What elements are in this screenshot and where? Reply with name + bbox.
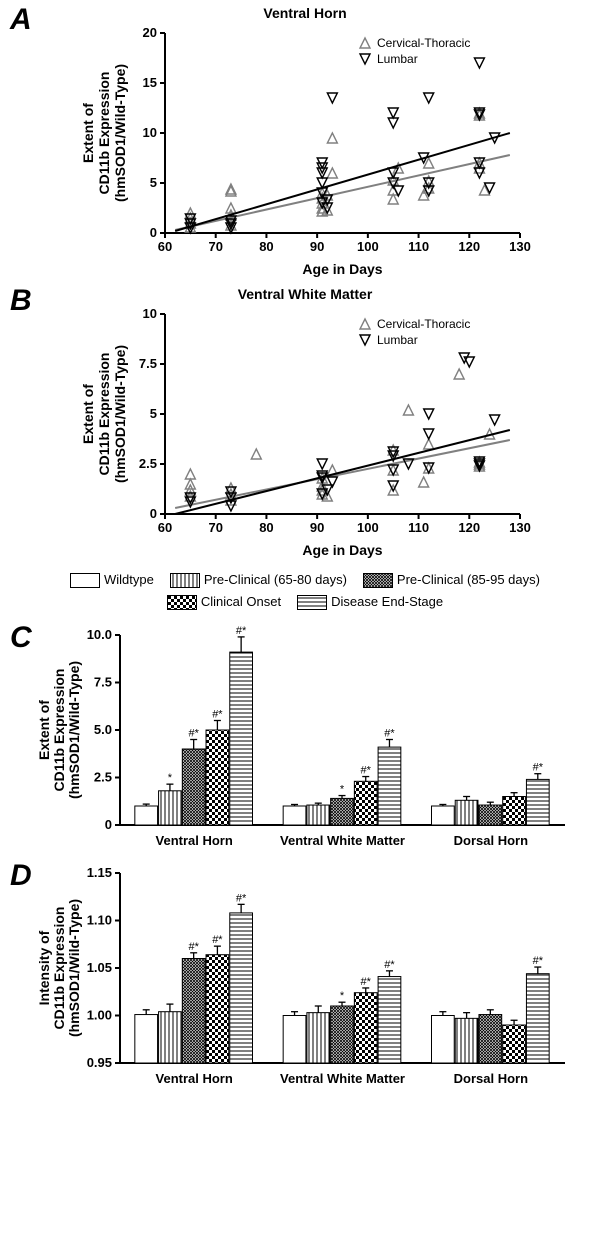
panel-d-chart: 0.95 1.00 1.05 1.10 1.15 Intensity ofCD11b Ex… (35, 861, 575, 1091)
panel-d: D 0.95 1.00 1.05 1.10 1.15 Intensity ofCD11b … (5, 861, 600, 1091)
legend-item: Pre-Clinical (85-95 days) (363, 572, 540, 588)
svg-text:1.00: 1.00 (87, 1008, 112, 1023)
legend-item: Disease End-Stage (297, 594, 443, 610)
svg-text:2.5: 2.5 (139, 456, 157, 471)
svg-text:0.95: 0.95 (87, 1055, 112, 1070)
svg-text:20: 20 (143, 25, 157, 40)
svg-text:7.5: 7.5 (94, 675, 112, 690)
svg-text:(hmSOD1/Wild-Type): (hmSOD1/Wild-Type) (112, 345, 128, 483)
svg-text:Cervical-Thoracic: Cervical-Thoracic (377, 36, 470, 50)
panel-c: C 0 2.5 5.0 7.5 10.0 Extent ofCD11b Expressio… (5, 623, 600, 853)
panel-a-chart: 60 70 80 90 100 110 120 130 0 5 10 15 20 Age in Days E… (75, 23, 535, 278)
svg-text:Extent of: Extent of (36, 700, 52, 760)
panel-b-chart: 60 70 80 90 100 110 120 130 0 2.5 5 7.5 10 Age in Day… (75, 304, 535, 559)
svg-text:(hmSOD1/Wild-Type): (hmSOD1/Wild-Type) (66, 661, 82, 799)
svg-text:Age in Days: Age in Days (302, 261, 382, 277)
svg-text:70: 70 (208, 239, 222, 254)
svg-text:80: 80 (259, 520, 273, 535)
svg-text:Ventral Horn: Ventral Horn (156, 833, 233, 848)
svg-text:#*: #* (188, 941, 199, 953)
svg-text:CD11b Expression: CD11b Expression (51, 669, 67, 792)
svg-text:Extent of: Extent of (80, 103, 96, 163)
svg-text:1.15: 1.15 (87, 865, 112, 880)
svg-text:Lumbar: Lumbar (377, 52, 418, 66)
svg-text:10: 10 (143, 125, 157, 140)
svg-text:10.0: 10.0 (87, 627, 112, 642)
panel-c-chart: 0 2.5 5.0 7.5 10.0 Extent ofCD11b Expression(… (35, 623, 575, 853)
svg-text:0: 0 (105, 817, 112, 832)
svg-text:CD11b Expression: CD11b Expression (96, 353, 112, 476)
svg-text:*: * (340, 990, 345, 1002)
svg-text:5: 5 (150, 175, 157, 190)
bar-legend: Wildtype Pre-Clinical (65-80 days) Pre-Cli… (5, 569, 600, 613)
panel-b-title: Ventral White Matter (5, 286, 600, 302)
svg-text:#*: #* (212, 934, 223, 946)
svg-text:60: 60 (158, 520, 172, 535)
svg-text:CD11b Expression: CD11b Expression (51, 907, 67, 1030)
legend-item: Wildtype (70, 572, 154, 588)
svg-text:Extent of: Extent of (80, 384, 96, 444)
svg-text:70: 70 (208, 520, 222, 535)
svg-text:1.10: 1.10 (87, 913, 112, 928)
svg-text:120: 120 (458, 239, 480, 254)
svg-text:110: 110 (408, 239, 429, 254)
svg-text:#*: #* (384, 959, 395, 971)
svg-text:90: 90 (310, 239, 324, 254)
svg-text:Cervical-Thoracic: Cervical-Thoracic (377, 317, 470, 331)
panel-b: B Ventral White Matter 60708090100110120… (5, 286, 600, 559)
svg-text:130: 130 (509, 239, 531, 254)
svg-text:#*: #* (361, 765, 372, 777)
panel-a: A Ventral Horn 60 70 80 90 100 110 120 130 0 5 10 1… (5, 5, 600, 278)
svg-text:#*: #* (188, 728, 199, 740)
svg-text:#*: #* (212, 709, 223, 721)
svg-text:0: 0 (150, 225, 157, 240)
svg-text:Dorsal Horn: Dorsal Horn (454, 833, 528, 848)
svg-text:#*: #* (384, 728, 395, 740)
panel-c-label: C (10, 621, 32, 655)
svg-text:5.0: 5.0 (94, 722, 112, 737)
svg-text:80: 80 (259, 239, 273, 254)
svg-text:5: 5 (150, 406, 157, 421)
svg-text:15: 15 (143, 75, 157, 90)
svg-text:(hmSOD1/Wild-Type): (hmSOD1/Wild-Type) (112, 64, 128, 202)
svg-text:*: * (168, 772, 173, 784)
svg-text:130: 130 (509, 520, 531, 535)
svg-text:0: 0 (150, 506, 157, 521)
svg-text:CD11b Expression: CD11b Expression (96, 72, 112, 195)
svg-text:90: 90 (310, 520, 324, 535)
panel-a-label: A (10, 3, 32, 37)
svg-text:#*: #* (533, 955, 544, 967)
svg-text:*: * (340, 784, 345, 796)
svg-text:Intensity of: Intensity of (36, 930, 52, 1005)
svg-text:Age in Days: Age in Days (302, 542, 382, 558)
svg-text:Ventral Horn: Ventral Horn (156, 1071, 233, 1086)
svg-text:#*: #* (533, 762, 544, 774)
svg-text:120: 120 (458, 520, 480, 535)
svg-text:110: 110 (408, 520, 429, 535)
svg-text:#*: #* (236, 625, 247, 637)
panel-b-label: B (10, 284, 32, 318)
svg-text:Dorsal Horn: Dorsal Horn (454, 1071, 528, 1086)
panel-d-label: D (10, 859, 32, 893)
svg-text:100: 100 (357, 520, 379, 535)
svg-text:Ventral White Matter: Ventral White Matter (280, 833, 405, 848)
svg-text:#*: #* (236, 892, 247, 904)
svg-text:100: 100 (357, 239, 379, 254)
svg-text:10: 10 (143, 306, 157, 321)
svg-text:Ventral White Matter: Ventral White Matter (280, 1071, 405, 1086)
svg-text:60: 60 (158, 239, 172, 254)
panel-a-title: Ventral Horn (5, 5, 600, 21)
svg-text:2.5: 2.5 (94, 770, 112, 785)
svg-text:Lumbar: Lumbar (377, 333, 418, 347)
svg-text:7.5: 7.5 (139, 356, 157, 371)
svg-text:#*: #* (361, 976, 372, 988)
legend-item: Pre-Clinical (65-80 days) (170, 572, 347, 588)
svg-text:1.05: 1.05 (87, 960, 112, 975)
legend-item: Clinical Onset (167, 594, 281, 610)
svg-text:(hmSOD1/Wild-Type): (hmSOD1/Wild-Type) (66, 899, 82, 1037)
